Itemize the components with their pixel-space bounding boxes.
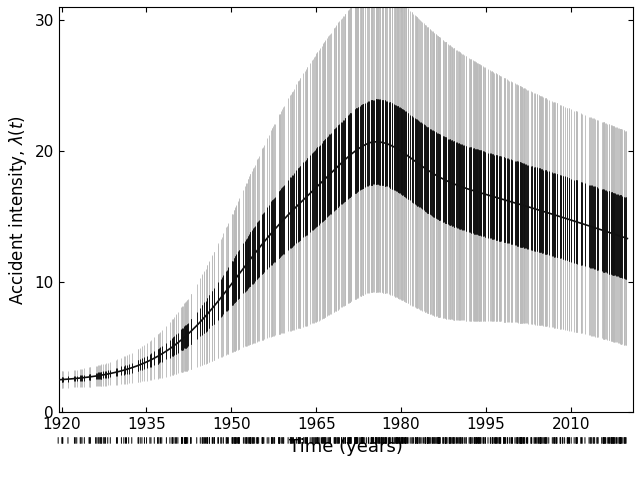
Y-axis label: Accident intensity, $\lambda(t)$: Accident intensity, $\lambda(t)$ — [7, 115, 29, 305]
X-axis label: Time (years): Time (years) — [289, 438, 403, 456]
